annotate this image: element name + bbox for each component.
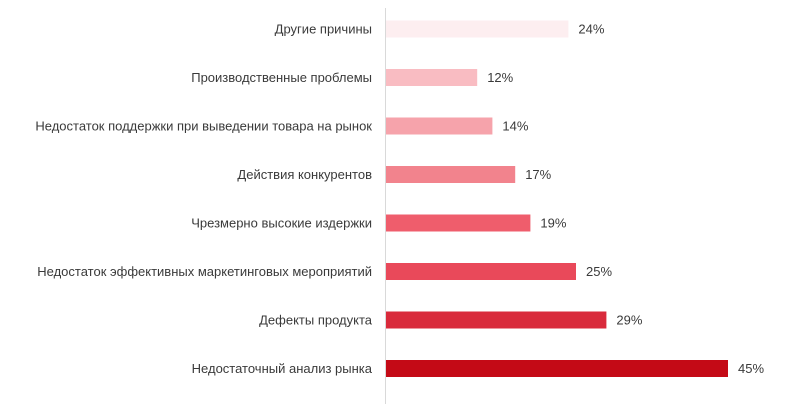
value-label: 24%	[578, 22, 604, 37]
value-label: 17%	[525, 167, 551, 182]
category-label: Недостаток эффективных маркетинговых мер…	[37, 264, 372, 279]
bar	[386, 360, 728, 377]
value-label: 45%	[738, 361, 764, 376]
category-label: Производственные проблемы	[191, 70, 372, 85]
category-label: Недостаточный анализ рынка	[192, 361, 373, 376]
bar	[386, 20, 569, 38]
category-label: Дефекты продукта	[259, 313, 373, 328]
bar	[386, 166, 516, 183]
category-label: Чрезмерно высокие издержки	[191, 216, 372, 231]
bar	[386, 69, 478, 86]
value-label: 29%	[616, 313, 642, 328]
value-label: 19%	[540, 216, 566, 231]
bar	[386, 311, 607, 329]
category-label: Действия конкурентов	[237, 167, 372, 182]
category-labels-group: Другие причины Производственные проблемы Н…	[35, 22, 372, 377]
value-label: 12%	[487, 70, 513, 85]
bars-group	[386, 20, 728, 377]
value-label: 14%	[502, 119, 528, 134]
bar	[386, 117, 493, 135]
value-label: 25%	[586, 264, 612, 279]
bar	[386, 214, 531, 232]
bar	[386, 263, 576, 280]
category-label: Недостаток поддержки при выведении товар…	[35, 119, 372, 134]
category-label: Другие причины	[275, 22, 372, 37]
value-labels-group: 24% 12% 14% 17% 19% 25% 29% 45%	[487, 22, 764, 377]
